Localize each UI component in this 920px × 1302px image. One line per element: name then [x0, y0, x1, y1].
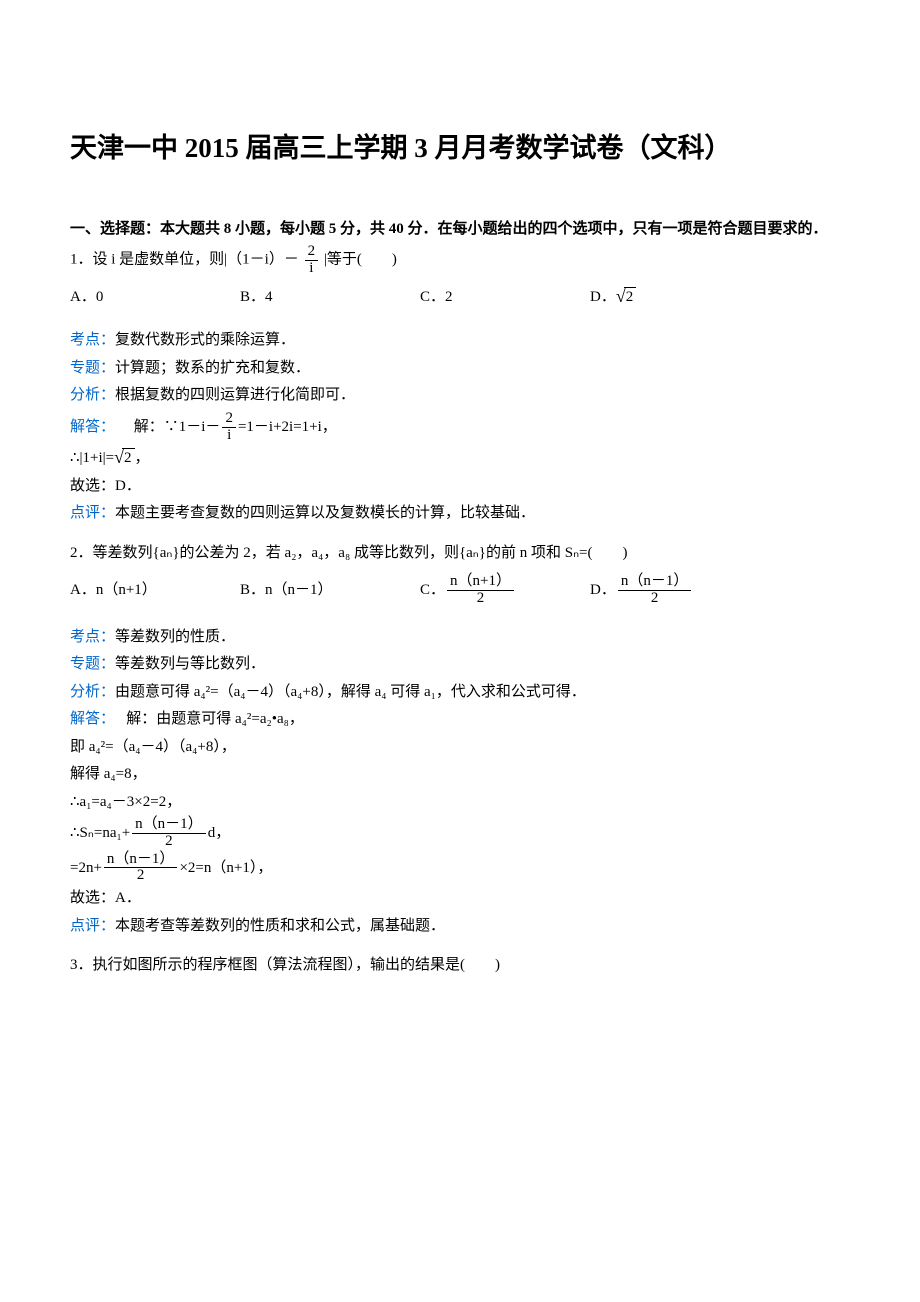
q2-opt-d: D． n（n－1） 2	[590, 574, 693, 607]
dianping-text: 本题考查等差数列的性质和求和公式，属基础题．	[115, 918, 445, 934]
fenxi-label: 分析：	[70, 684, 115, 700]
frac-num: n（n－1）	[618, 574, 692, 591]
q1-zhuanti: 专题：计算题；数系的扩充和复数．	[70, 356, 850, 382]
document-page: 天津一中 2015 届高三上学期 3 月月考数学试卷（文科） 一、选择题：本大题…	[0, 0, 920, 1047]
q2-l7: 故选：A．	[70, 886, 850, 912]
zhuanti-text: 计算题；数系的扩充和复数．	[115, 360, 310, 376]
frac-den: 2	[134, 868, 148, 884]
q1-opt-a: A．0	[70, 285, 240, 311]
dianping-text: 本题主要考查复数的四则运算以及复数模长的计算，比较基础．	[115, 505, 535, 521]
q1-w2-post: ，	[135, 445, 150, 471]
jieda-suffix: =1－i+2i=1+i，	[238, 414, 337, 440]
q2-l5: ∴Sₙ=na₁+ n（n－1） 2 d，	[70, 817, 850, 850]
q1-kaodian: 考点：复数代数形式的乘除运算．	[70, 328, 850, 354]
q2-opt-d-pre: D．	[590, 578, 616, 604]
kaodian-label: 考点：	[70, 332, 115, 348]
frac-num: n（n－1）	[132, 817, 206, 834]
section-header: 一、选择题：本大题共 8 小题，每小题 5 分，共 40 分．在每小题给出的四个…	[70, 218, 850, 241]
jieda-text: 解：由题意可得 a₄²=a₂•a₈，	[108, 711, 304, 727]
q1-fraction: 2 i	[305, 244, 319, 277]
frac-den: i	[224, 428, 234, 444]
jieda-label: 解答：	[70, 414, 115, 440]
page-title: 天津一中 2015 届高三上学期 3 月月考数学试卷（文科）	[70, 130, 850, 168]
sqrt-arg: 2	[624, 287, 637, 308]
zhuanti-text: 等差数列与等比数列．	[115, 656, 265, 672]
q2-d-fraction: n（n－1） 2	[618, 574, 692, 607]
dianping-label: 点评：	[70, 505, 115, 521]
q2-fenxi: 分析：由题意可得 a₄²=（a₄－4）（a₄+8），解得 a₄ 可得 a₁，代入…	[70, 680, 850, 706]
q1-conclusion: 故选：D．	[70, 474, 850, 500]
q2-l6: =2n+ n（n－1） 2 ×2=n（n+1），	[70, 852, 850, 885]
q1-jieda: 解答： 解：∵1－i－ 2 i =1－i+2i=1+i，	[70, 411, 850, 444]
kaodian-label: 考点：	[70, 629, 115, 645]
spacer	[70, 529, 850, 541]
q2-l4: ∴a₁=a₄－3×2=2，	[70, 790, 850, 816]
frac-num: 2	[305, 244, 319, 261]
q2-opt-c: C． n（n+1） 2	[420, 574, 590, 607]
frac-num: 2	[222, 411, 236, 428]
sqrt-icon: √ 2	[616, 287, 636, 308]
fenxi-text: 根据复数的四则运算进行化简即可．	[115, 387, 355, 403]
q2-l5-post: d，	[208, 820, 231, 846]
frac-den: 2	[162, 834, 176, 850]
q3-prompt: 3．执行如图所示的程序框图（算法流程图），输出的结果是( )	[70, 953, 850, 979]
q1-opt-d: D． √ 2	[590, 285, 636, 311]
q2-l6-pre: =2n+	[70, 855, 102, 881]
q2-zhuanti: 专题：等差数列与等比数列．	[70, 652, 850, 678]
frac-num: n（n－1）	[104, 852, 178, 869]
q1-fenxi: 分析：根据复数的四则运算进行化简即可．	[70, 383, 850, 409]
q2-opt-c-pre: C．	[420, 578, 445, 604]
q1-jieda-fraction: 2 i	[222, 411, 236, 444]
q2-opt-a: A．n（n+1）	[70, 578, 240, 604]
frac-num: n（n+1）	[447, 574, 514, 591]
q2-l6-post: ×2=n（n+1），	[179, 855, 272, 881]
q1-prompt-post: |等于( )	[324, 252, 397, 268]
q1-options: A．0 B．4 C．2 D． √ 2	[70, 285, 850, 311]
q1-opt-c: C．2	[420, 285, 590, 311]
q2-l6-fraction: n（n－1） 2	[104, 852, 178, 885]
q2-c-fraction: n（n+1） 2	[447, 574, 514, 607]
q2-l5-fraction: n（n－1） 2	[132, 817, 206, 850]
q2-options: A．n（n+1） B．n（n－1） C． n（n+1） 2 D． n（n－1） …	[70, 574, 850, 607]
sqrt-arg: 2	[122, 448, 135, 469]
q1-prompt-pre: 1．设 i 是虚数单位，则|（1－i）－	[70, 252, 299, 268]
frac-den: 2	[474, 591, 488, 607]
kaodian-text: 复数代数形式的乘除运算．	[115, 332, 295, 348]
q2-l3: 解得 a₄=8，	[70, 762, 850, 788]
q1-work-2: ∴|1+i|= √ 2 ，	[70, 445, 850, 471]
sqrt-icon: √ 2	[114, 448, 134, 469]
dianping-label: 点评：	[70, 918, 115, 934]
q2-l2: 即 a₄²=（a₄－4）（a₄+8），	[70, 735, 850, 761]
q2-dianping: 点评：本题考查等差数列的性质和求和公式，属基础题．	[70, 914, 850, 940]
q1-opt-d-pre: D．	[590, 285, 616, 311]
q2-jieda: 解答： 解：由题意可得 a₄²=a₂•a₈，	[70, 707, 850, 733]
fenxi-label: 分析：	[70, 387, 115, 403]
q2-opt-b: B．n（n－1）	[240, 578, 420, 604]
frac-den: i	[306, 261, 316, 277]
zhuanti-label: 专题：	[70, 656, 115, 672]
frac-den: 2	[648, 591, 662, 607]
spacer	[70, 941, 850, 953]
zhuanti-label: 专题：	[70, 360, 115, 376]
jieda-label: 解答：	[70, 711, 108, 727]
fenxi-text: 由题意可得 a₄²=（a₄－4）（a₄+8），解得 a₄ 可得 a₁，代入求和公…	[115, 684, 586, 700]
q2-l5-pre: ∴Sₙ=na₁+	[70, 820, 130, 846]
q1-w2-pre: ∴|1+i|=	[70, 445, 114, 471]
q1-opt-b: B．4	[240, 285, 420, 311]
q1-dianping: 点评：本题主要考查复数的四则运算以及复数模长的计算，比较基础．	[70, 501, 850, 527]
q1-prompt: 1．设 i 是虚数单位，则|（1－i）－ 2 i |等于( )	[70, 244, 850, 277]
kaodian-text: 等差数列的性质．	[115, 629, 235, 645]
q2-prompt: 2．等差数列{aₙ}的公差为 2，若 a₂，a₄，a₈ 成等比数列，则{aₙ}的…	[70, 541, 850, 567]
jieda-prefix: 解：∵1－i－	[115, 414, 220, 440]
q2-kaodian: 考点：等差数列的性质．	[70, 625, 850, 651]
